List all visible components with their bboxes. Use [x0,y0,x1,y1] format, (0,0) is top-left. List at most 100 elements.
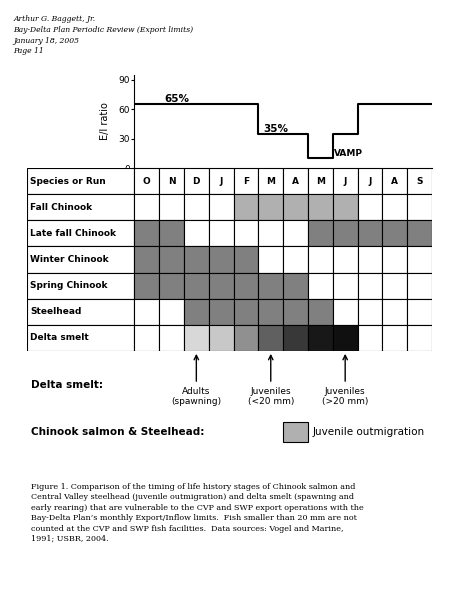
Bar [308,299,333,325]
Bar [184,194,209,220]
Text: Steelhead: Steelhead [30,307,81,316]
Bar [358,247,382,272]
Bar [209,299,234,325]
Bar [159,194,184,220]
Bar [382,220,407,247]
Bar [159,220,184,247]
Text: Juvenile outmigration: Juvenile outmigration [313,427,425,437]
Bar [209,194,234,220]
Bar [382,247,407,272]
Bar [159,247,184,272]
Bar [333,272,358,299]
Bar [308,220,333,247]
Bar [358,168,382,194]
Bar [184,299,209,325]
Bar [258,299,283,325]
Bar [407,220,432,247]
Bar [134,325,159,351]
Text: 35%: 35% [263,124,288,134]
Text: M: M [316,176,325,185]
Bar [283,299,308,325]
Bar [134,272,159,299]
Bar [258,220,283,247]
Bar [407,272,432,299]
Bar [234,194,258,220]
Bar [159,272,184,299]
Bar [134,194,159,220]
Text: Arthur G. Baggett, Jr.: Arthur G. Baggett, Jr. [14,15,95,23]
Bar [27,325,134,351]
Bar [382,325,407,351]
Text: S: S [416,176,423,185]
Bar [258,325,283,351]
Bar [283,220,308,247]
Bar [284,422,308,442]
Bar [234,247,258,272]
Bar [358,272,382,299]
Bar [308,325,333,351]
Bar [234,220,258,247]
Bar [358,325,382,351]
Text: Page 11: Page 11 [14,47,44,55]
Bar [27,247,134,272]
Bar [382,272,407,299]
Text: A: A [292,176,299,185]
Text: O: O [143,176,151,185]
Bar [258,247,283,272]
Bar [27,168,134,194]
Text: J: J [220,176,223,185]
Text: Spring Chinook: Spring Chinook [30,281,108,290]
Text: Delta smelt:: Delta smelt: [32,380,104,390]
Bar [333,194,358,220]
Bar [283,272,308,299]
Bar [333,299,358,325]
Text: N: N [168,176,176,185]
Bar [382,194,407,220]
Bar [407,194,432,220]
Bar [258,168,283,194]
Text: 65%: 65% [164,94,189,104]
Text: D: D [193,176,200,185]
Bar [333,247,358,272]
Bar [358,194,382,220]
Text: M: M [266,176,275,185]
Text: Fall Chinook: Fall Chinook [30,203,92,212]
Bar [308,247,333,272]
Bar [134,220,159,247]
Bar [333,220,358,247]
Bar [407,325,432,351]
Text: Species or Run: Species or Run [30,176,106,185]
Bar [209,325,234,351]
Bar [283,325,308,351]
Bar [209,272,234,299]
Text: Delta smelt: Delta smelt [30,334,89,343]
Bar [358,299,382,325]
Bar [209,220,234,247]
Bar [134,168,159,194]
Bar [234,299,258,325]
Text: J: J [343,176,347,185]
Bar [333,325,358,351]
Text: Adults
(spawning): Adults (spawning) [171,387,221,406]
Bar [134,299,159,325]
Bar [308,272,333,299]
Bar [234,168,258,194]
Bar [184,168,209,194]
Bar [234,325,258,351]
Bar [308,194,333,220]
Bar [159,325,184,351]
Text: J: J [368,176,372,185]
Bar [27,194,134,220]
Bar [184,272,209,299]
Bar [184,220,209,247]
Text: Juveniles
(<20 mm): Juveniles (<20 mm) [248,387,294,406]
Text: VAMP: VAMP [334,149,363,158]
Bar [407,168,432,194]
Text: Juveniles
(>20 mm): Juveniles (>20 mm) [322,387,369,406]
Text: Late fall Chinook: Late fall Chinook [30,229,116,238]
Bar [27,220,134,247]
Text: A: A [392,176,398,185]
Bar [382,168,407,194]
Bar [382,299,407,325]
Bar [283,194,308,220]
